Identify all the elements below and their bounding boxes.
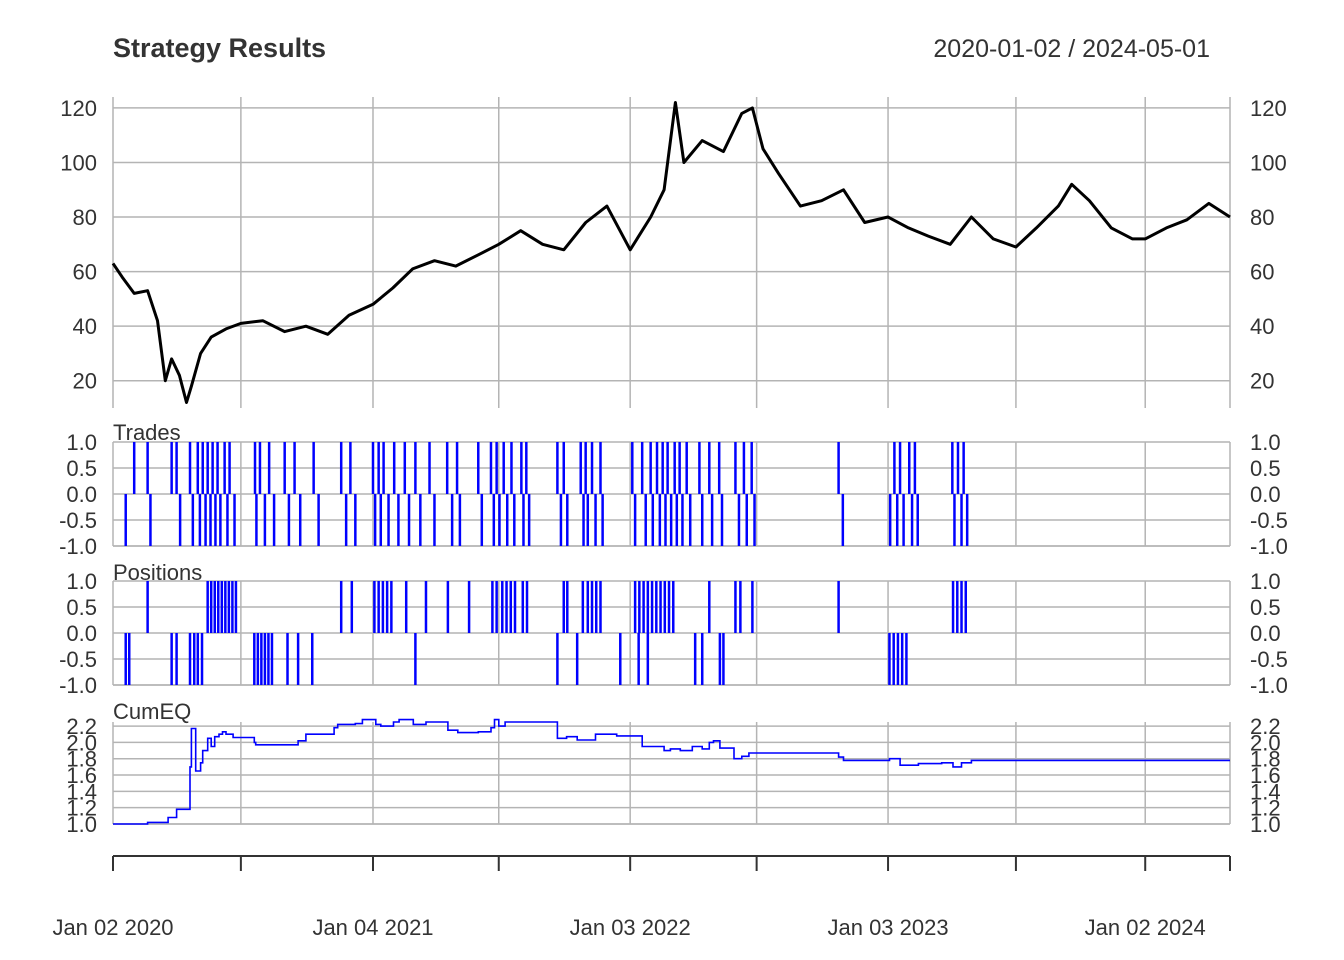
y-tick-label-left: 100: [60, 150, 97, 175]
y-tick-label-left: 2.0: [66, 730, 97, 755]
y-tick-label-left: 0.0: [66, 621, 97, 646]
y-tick-label-left: 120: [60, 96, 97, 121]
y-tick-label-right: 60: [1250, 260, 1274, 285]
y-tick-label-right: 2.0: [1250, 730, 1281, 755]
panel-cumeq: 1.0 1.01.2 1.21.4 1.41.6 1.61.8 1.82.0 2.02.2 2…: [66, 699, 1280, 837]
x-tick-label: Jan 03 2023: [827, 915, 948, 940]
y-tick-label-left: 1.0: [66, 569, 97, 594]
y-tick-label-right: 20: [1250, 369, 1274, 394]
y-tick-label-left: 1.0: [66, 430, 97, 455]
y-tick-label-right: -0.5: [1250, 508, 1288, 533]
y-tick-label-left: 2.2: [66, 714, 97, 739]
y-tick-label-right: 0.0: [1250, 621, 1281, 646]
y-tick-label-right: 120: [1250, 96, 1287, 121]
y-tick-label-right: 1.0: [1250, 569, 1281, 594]
y-tick-label-left: 1.6: [66, 763, 97, 788]
y-tick-label-right: 0.5: [1250, 456, 1281, 481]
y-tick-label-left: 1.4: [66, 779, 97, 804]
x-tick-label: Jan 02 2020: [52, 915, 173, 940]
y-tick-label-left: 1.8: [66, 747, 97, 772]
x-tick-label: Jan 03 2022: [570, 915, 691, 940]
y-tick-label-left: 0.0: [66, 482, 97, 507]
y-tick-label-right: 0.0: [1250, 482, 1281, 507]
y-tick-label-right: 0.5: [1250, 595, 1281, 620]
y-tick-label-left: 1.2: [66, 796, 97, 821]
y-tick-label-left: 60: [73, 260, 97, 285]
panel-label-trades: Trades: [113, 420, 181, 445]
y-tick-label-left: 0.5: [66, 595, 97, 620]
panel-positions: -1.0 -1.0-0.5 -0.50.0 0.00.5 0.51.0 1.0Positi…: [59, 560, 1288, 698]
y-tick-label-right: 1.8: [1250, 747, 1281, 772]
y-tick-label-left: 80: [73, 205, 97, 230]
y-tick-label-left: -0.5: [59, 647, 97, 672]
x-tick-label: Jan 02 2024: [1085, 915, 1206, 940]
chart-title: Strategy Results: [113, 33, 326, 63]
panel-label-positions: Positions: [113, 560, 202, 585]
y-tick-label-right: -0.5: [1250, 647, 1288, 672]
y-tick-label-right: 80: [1250, 205, 1274, 230]
y-tick-label-left: 1.0: [66, 812, 97, 837]
y-tick-label-right: 40: [1250, 314, 1274, 339]
y-tick-label-right: 1.0: [1250, 430, 1281, 455]
date-range: 2020-01-02 / 2024-05-01: [933, 35, 1210, 63]
x-axis: Jan 02 2020 Jan 04 2021 Jan 03 2022 Jan 03 …: [52, 855, 1231, 940]
y-tick-label-right: 1.0: [1250, 812, 1281, 837]
y-tick-label-right: 1.6: [1250, 763, 1281, 788]
panel-price: 20 20 40 40 60 60 80 80 100 100 120 120: [60, 96, 1287, 408]
y-tick-label-left: 0.5: [66, 456, 97, 481]
price-line: [111, 101, 1231, 404]
y-tick-label-left: -1.0: [59, 534, 97, 559]
x-tick-label: Jan 04 2021: [312, 915, 433, 940]
y-tick-label-left: 20: [73, 369, 97, 394]
cumeq-step-line: [113, 718, 1230, 825]
y-tick-label-right: 1.2: [1250, 796, 1281, 821]
panel-label-cumeq: CumEQ: [113, 699, 191, 724]
y-tick-label-right: -1.0: [1250, 534, 1288, 559]
y-tick-label-left: 40: [73, 314, 97, 339]
y-tick-label-left: -1.0: [59, 673, 97, 698]
y-tick-label-right: 100: [1250, 150, 1287, 175]
y-tick-label-right: 1.4: [1250, 779, 1281, 804]
y-tick-label-right: 2.2: [1250, 714, 1281, 739]
y-tick-label-right: -1.0: [1250, 673, 1288, 698]
y-tick-label-left: -0.5: [59, 508, 97, 533]
